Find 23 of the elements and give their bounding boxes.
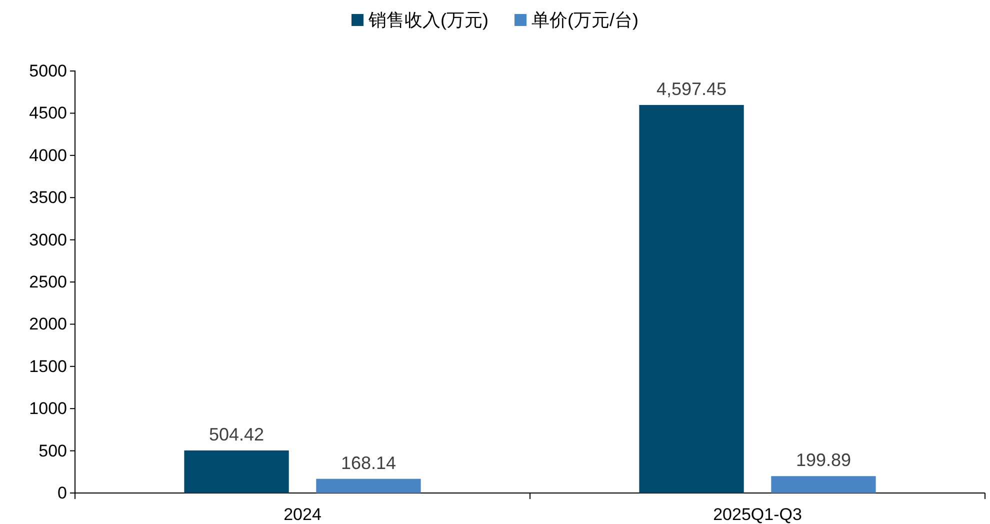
y-tick-label: 2000 bbox=[29, 314, 67, 334]
y-tick-label: 2500 bbox=[29, 272, 67, 292]
bar bbox=[316, 478, 421, 493]
y-tick-label: 3000 bbox=[29, 230, 67, 250]
y-tick-label: 4000 bbox=[29, 146, 67, 165]
x-tick-label: 2025Q1-Q3 bbox=[713, 504, 802, 524]
bar bbox=[184, 450, 289, 493]
data-label: 199.89 bbox=[796, 450, 852, 470]
bar bbox=[771, 476, 876, 493]
y-tick-label: 1000 bbox=[29, 399, 67, 418]
x-tick-label: 2024 bbox=[284, 504, 322, 524]
y-tick-label: 1500 bbox=[29, 356, 67, 376]
y-tick-label: 500 bbox=[38, 441, 67, 460]
bar bbox=[639, 104, 744, 493]
y-tick-label: 5000 bbox=[29, 61, 67, 80]
y-tick-label: 3500 bbox=[29, 188, 67, 208]
data-label: 4,597.45 bbox=[656, 78, 727, 99]
y-tick-label: 0 bbox=[58, 483, 67, 502]
data-label: 504.42 bbox=[208, 424, 264, 444]
y-tick-label: 4500 bbox=[29, 104, 67, 123]
legend-label: 销售收入(万元) bbox=[368, 10, 488, 30]
data-label: 168.14 bbox=[340, 452, 396, 473]
legend-label: 单价(万元/台) bbox=[532, 10, 638, 30]
